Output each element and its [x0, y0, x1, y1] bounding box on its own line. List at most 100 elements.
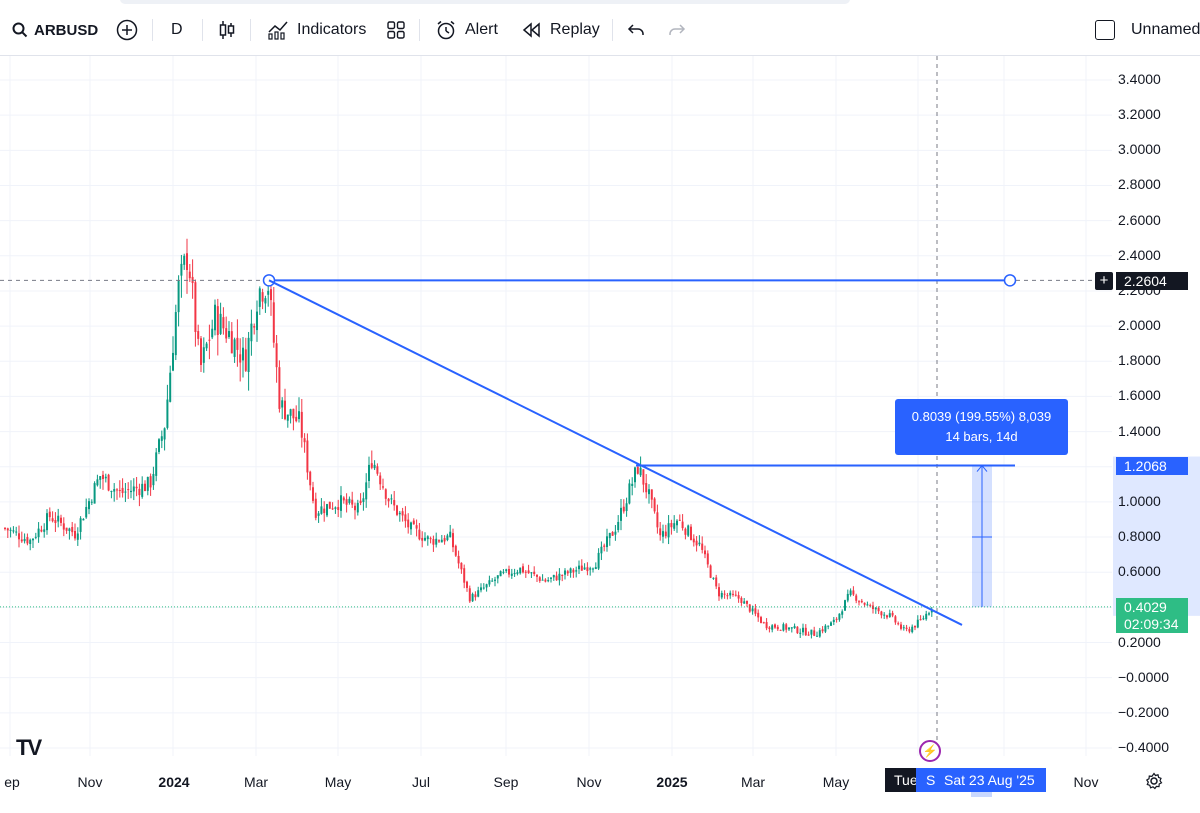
tradingview-logo[interactable]: TV: [16, 735, 42, 760]
candle-body: [382, 486, 384, 488]
candle-body: [342, 497, 345, 501]
candle-body: [508, 568, 510, 575]
measure-target-value: 1.2068: [1124, 458, 1167, 474]
indicators-button[interactable]: Indicators: [267, 5, 366, 55]
candle-body: [821, 629, 824, 632]
candle-body: [723, 593, 726, 595]
interval-label: D: [171, 21, 183, 38]
candle-body: [796, 626, 799, 634]
price-tick-label: 1.0000: [1118, 492, 1161, 509]
replay-label: Replay: [550, 21, 600, 38]
candle-body: [32, 538, 34, 541]
undo-button[interactable]: [627, 5, 645, 55]
candle-body: [443, 538, 446, 542]
candle-body: [496, 575, 499, 579]
rewind-icon: [522, 22, 542, 38]
add-plus-button[interactable]: +: [1095, 272, 1113, 290]
candle-body: [863, 602, 866, 605]
candle-body: [306, 440, 309, 473]
candle-body: [751, 608, 754, 612]
candle-body: [253, 326, 256, 328]
replay-button[interactable]: Replay: [522, 5, 600, 55]
candle-body: [160, 436, 163, 441]
candle-body: [620, 507, 622, 521]
candle-body: [768, 627, 771, 629]
candle-body: [205, 343, 208, 349]
layout-templates-button[interactable]: [387, 5, 405, 55]
candle-body: [818, 630, 821, 637]
price-tick-label: 2.4000: [1118, 246, 1161, 263]
symbol-search-button[interactable]: ARBUSD: [12, 5, 98, 55]
candle-body: [575, 570, 578, 572]
candle-body: [886, 615, 888, 618]
candle-body: [561, 574, 564, 576]
candle-body: [376, 466, 379, 474]
candle-body: [208, 339, 211, 341]
indicators-chart-icon: [267, 20, 289, 40]
interval-button[interactable]: D: [171, 5, 183, 55]
compare-symbol-button[interactable]: [116, 5, 138, 55]
candle-body: [435, 538, 438, 545]
candle-body: [309, 471, 312, 486]
price-chart[interactable]: [0, 56, 1200, 813]
candle-body: [555, 575, 558, 581]
toolbar-separator: [202, 19, 203, 41]
candle-body: [398, 512, 401, 515]
candle-body: [460, 562, 463, 570]
candle-body: [922, 618, 925, 620]
plus-circle-icon: [116, 19, 138, 41]
candle-body: [362, 498, 365, 503]
candle-body: [295, 416, 298, 422]
layout-checkbox[interactable]: [1095, 20, 1115, 40]
candle-body: [23, 538, 26, 542]
candle-body: [421, 537, 424, 541]
alert-button[interactable]: Alert: [435, 5, 498, 55]
candle-body: [298, 411, 300, 420]
redo-button[interactable]: [668, 5, 686, 55]
candle-body: [99, 476, 102, 480]
candle-body: [141, 483, 144, 497]
candle-body: [471, 593, 474, 602]
candle-body: [676, 520, 678, 526]
candle-body: [356, 502, 359, 513]
candle-body: [589, 568, 592, 570]
candle-body: [690, 526, 692, 540]
candle-body: [390, 498, 393, 500]
layout-name-label: Unnamed: [1131, 21, 1200, 38]
candle-body: [706, 553, 709, 565]
candle-body: [760, 617, 762, 623]
candle-body: [552, 574, 555, 578]
candle-body: [564, 570, 566, 575]
candle-body: [43, 529, 46, 532]
trend-line-drawing: [268, 279, 963, 626]
candle-body: [925, 613, 928, 620]
layout-name-button[interactable]: Unnamed: [1095, 5, 1200, 55]
time-tick-label: May: [822, 774, 850, 790]
price-tick-label: 2.0000: [1118, 317, 1161, 334]
last-price-value: 0.4029: [1124, 599, 1167, 615]
chart-type-button[interactable]: [218, 5, 236, 55]
candle-body: [244, 349, 247, 371]
candle-body: [746, 600, 748, 604]
candle-body: [40, 529, 43, 532]
candle-body: [401, 511, 404, 516]
candle-body: [256, 311, 258, 331]
candle-body: [830, 622, 832, 626]
lightning-icon[interactable]: ⚡: [919, 740, 941, 762]
price-tick-label: 1.4000: [1118, 422, 1161, 439]
candle-body: [202, 347, 205, 363]
candle-body: [275, 343, 278, 368]
candle-body: [639, 467, 642, 476]
candle-body: [379, 475, 382, 485]
candle-body: [592, 568, 594, 570]
candle-body: [88, 501, 90, 510]
candle-body: [121, 487, 124, 494]
chart-area[interactable]: 3.40003.20003.00002.80002.60002.40002.20…: [0, 56, 1200, 813]
candle-body: [292, 408, 295, 419]
candle-body: [104, 476, 107, 479]
candle-body: [12, 530, 15, 532]
price-tick-label: −0.2000: [1118, 703, 1169, 720]
candle-body: [34, 536, 37, 538]
candle-body: [824, 625, 827, 632]
candle-body: [211, 328, 214, 338]
